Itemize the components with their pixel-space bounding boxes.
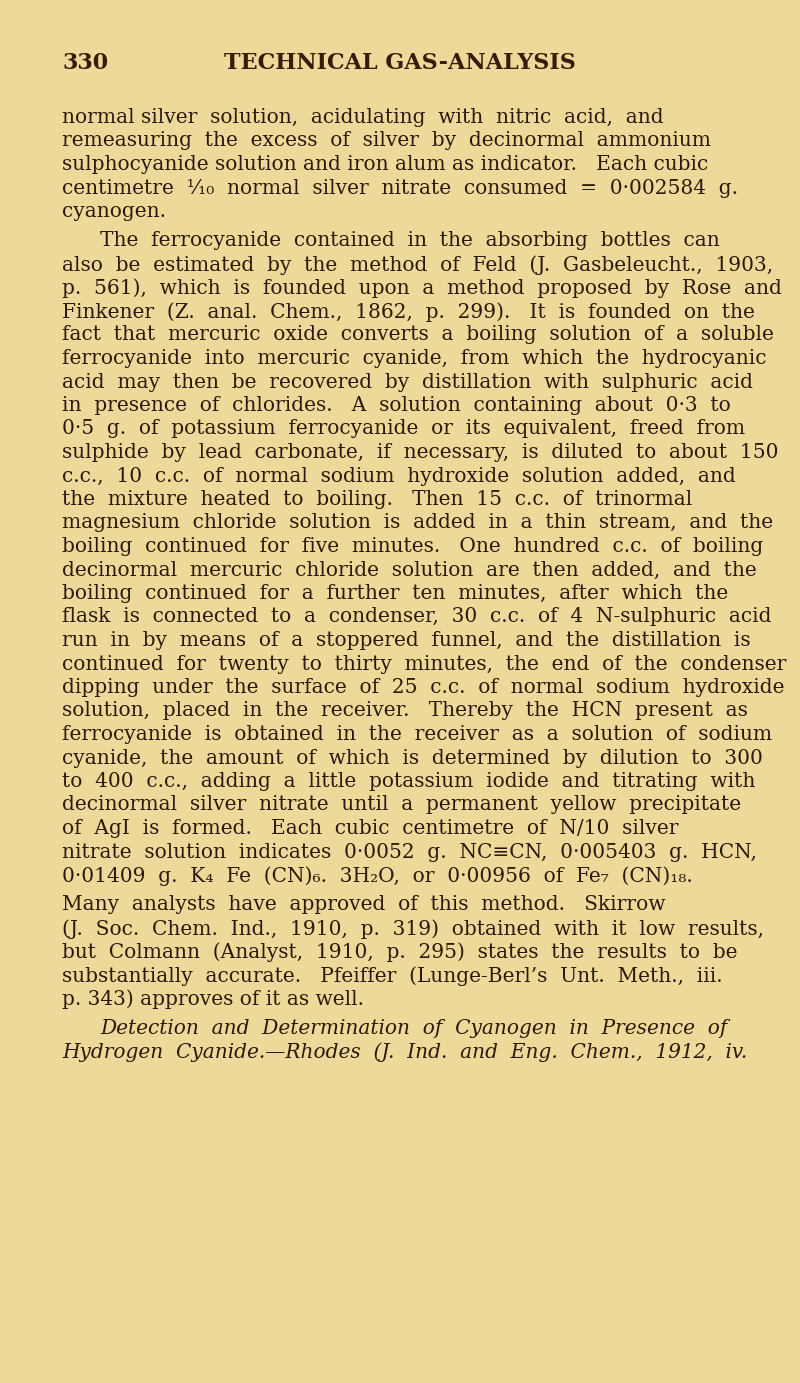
Text: fact  that  mercuric  oxide  converts  a  boiling  solution  of  a  soluble: fact that mercuric oxide converts a boil… <box>62 325 774 344</box>
Text: decinormal  silver  nitrate  until  a  permanent  yellow  precipitate: decinormal silver nitrate until a perman… <box>62 795 741 815</box>
Text: decinormal  mercuric  chloride  solution  are  then  added,  and  the: decinormal mercuric chloride solution ar… <box>62 560 757 579</box>
Text: acid  may  then  be  recovered  by  distillation  with  sulphuric  acid: acid may then be recovered by distillati… <box>62 372 753 391</box>
Text: sulphide  by  lead  carbonate,  if  necessary,  is  diluted  to  about  150: sulphide by lead carbonate, if necessary… <box>62 443 778 462</box>
Text: dipping  under  the  surface  of  25  c.c.  of  normal  sodium  hydroxide: dipping under the surface of 25 c.c. of … <box>62 678 785 697</box>
Text: to  400  c.c.,  adding  a  little  potassium  iodide  and  titrating  with: to 400 c.c., adding a little potassium i… <box>62 772 755 791</box>
Text: (J.  Soc.  Chem.  Ind.,  1910,  p.  319)  obtained  with  it  low  results,: (J. Soc. Chem. Ind., 1910, p. 319) obtai… <box>62 918 764 939</box>
Text: magnesium  chloride  solution  is  added  in  a  thin  stream,  and  the: magnesium chloride solution is added in … <box>62 513 773 532</box>
Text: The  ferrocyanide  contained  in  the  absorbing  bottles  can: The ferrocyanide contained in the absorb… <box>100 231 720 250</box>
Text: c.c.,  10  c.c.  of  normal  sodium  hydroxide  solution  added,  and: c.c., 10 c.c. of normal sodium hydroxide… <box>62 466 736 485</box>
Text: solution,  placed  in  the  receiver.   Thereby  the  HCN  present  as: solution, placed in the receiver. Thereb… <box>62 701 748 721</box>
Text: p.  561),  which  is  founded  upon  a  method  proposed  by  Rose  and: p. 561), which is founded upon a method … <box>62 278 782 299</box>
Text: Detection  and  Determination  of  Cyanogen  in  Presence  of: Detection and Determination of Cyanogen … <box>100 1019 727 1039</box>
Text: normal silver  solution,  acidulating  with  nitric  acid,  and: normal silver solution, acidulating with… <box>62 108 664 127</box>
Text: TECHNICAL GAS-ANALYSIS: TECHNICAL GAS-ANALYSIS <box>224 53 576 75</box>
Text: p. 343) approves of it as well.: p. 343) approves of it as well. <box>62 989 364 1010</box>
Text: 0·5  g.  of  potassium  ferrocyanide  or  its  equivalent,  freed  from: 0·5 g. of potassium ferrocyanide or its … <box>62 419 745 438</box>
Text: Hydrogen  Cyanide.—Rhodes  (J.  Ind.  and  Eng.  Chem.,  1912,  iv.: Hydrogen Cyanide.—Rhodes (J. Ind. and En… <box>62 1043 747 1062</box>
Text: ferrocyanide  into  mercuric  cyanide,  from  which  the  hydrocyanic: ferrocyanide into mercuric cyanide, from… <box>62 349 766 368</box>
Text: of  AgI  is  formed.   Each  cubic  centimetre  of  N/10  silver: of AgI is formed. Each cubic centimetre … <box>62 819 678 838</box>
Text: run  in  by  means  of  a  stoppered  funnel,  and  the  distillation  is: run in by means of a stoppered funnel, a… <box>62 631 750 650</box>
Text: Finkener  (Z.  anal.  Chem.,  1862,  p.  299).   It  is  founded  on  the: Finkener (Z. anal. Chem., 1862, p. 299).… <box>62 301 755 322</box>
Text: cyanide,  the  amount  of  which  is  determined  by  dilution  to  300: cyanide, the amount of which is determin… <box>62 748 763 768</box>
Text: Many  analysts  have  approved  of  this  method.   Skirrow: Many analysts have approved of this meth… <box>62 896 666 914</box>
Text: substantially  accurate.   Pfeiffer  (Lunge-Berl’s  Unt.  Meth.,  iii.: substantially accurate. Pfeiffer (Lunge-… <box>62 965 722 986</box>
Text: in  presence  of  chlorides.   A  solution  containing  about  0·3  to: in presence of chlorides. A solution con… <box>62 396 730 415</box>
Text: ferrocyanide  is  obtained  in  the  receiver  as  a  solution  of  sodium: ferrocyanide is obtained in the receiver… <box>62 725 772 744</box>
Text: remeasuring  the  excess  of  silver  by  decinormal  ammonium: remeasuring the excess of silver by deci… <box>62 131 711 151</box>
Text: the  mixture  heated  to  boiling.   Then  15  c.c.  of  trinormal: the mixture heated to boiling. Then 15 c… <box>62 490 692 509</box>
Text: also  be  estimated  by  the  method  of  Feld  (J.  Gasbeleucht.,  1903,: also be estimated by the method of Feld … <box>62 254 773 275</box>
Text: but  Colmann  (Analyst,  1910,  p.  295)  states  the  results  to  be: but Colmann (Analyst, 1910, p. 295) stat… <box>62 942 738 963</box>
Text: boiling  continued  for  a  further  ten  minutes,  after  which  the: boiling continued for a further ten minu… <box>62 584 728 603</box>
Text: flask  is  connected  to  a  condenser,  30  c.c.  of  4  N-sulphuric  acid: flask is connected to a condenser, 30 c.… <box>62 607 771 626</box>
Text: sulphocyanide solution and iron alum as indicator.   Each cubic: sulphocyanide solution and iron alum as … <box>62 155 708 174</box>
Text: 0·01409  g.  K₄  Fe  (CN)₆.  3H₂O,  or  0·00956  of  Fe₇  (CN)₁₈.: 0·01409 g. K₄ Fe (CN)₆. 3H₂O, or 0·00956… <box>62 866 693 885</box>
Text: cyanogen.: cyanogen. <box>62 202 166 221</box>
Text: boiling  continued  for  five  minutes.   One  hundred  c.c.  of  boiling: boiling continued for five minutes. One … <box>62 537 763 556</box>
Text: nitrate  solution  indicates  0·0052  g.  NC≡CN,  0·005403  g.  HCN,: nitrate solution indicates 0·0052 g. NC≡… <box>62 842 757 862</box>
Text: 330: 330 <box>62 53 108 75</box>
Text: continued  for  twenty  to  thirty  minutes,  the  end  of  the  condenser: continued for twenty to thirty minutes, … <box>62 654 786 674</box>
Text: centimetre  ¹⁄₁₀  normal  silver  nitrate  consumed  =  0·002584  g.: centimetre ¹⁄₁₀ normal silver nitrate co… <box>62 178 738 198</box>
